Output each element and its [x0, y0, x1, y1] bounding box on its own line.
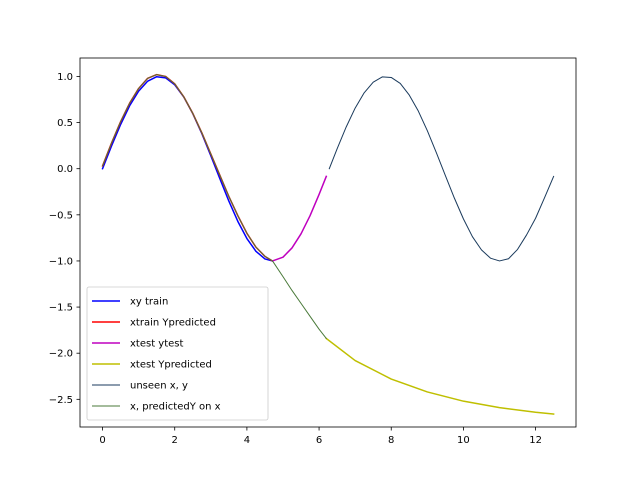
legend-label: xtrain Ypredicted: [130, 318, 216, 329]
x-tick-label: 12: [529, 435, 542, 446]
legend-label: unseen x, y: [130, 381, 188, 392]
x-tick-label: 10: [457, 435, 470, 446]
y-tick-label: 0.0: [57, 164, 73, 175]
x-tick-label: 4: [244, 435, 250, 446]
x-tick-label: 2: [172, 435, 178, 446]
series-line-5: [328, 76, 555, 262]
legend-label: xtest Ypredicted: [130, 360, 212, 371]
legend-label: xtest ytest: [130, 339, 184, 350]
y-tick-label: 0.5: [57, 118, 73, 129]
series-line-4: [325, 337, 555, 415]
y-tick-label: −2.0: [49, 349, 73, 360]
y-tick-label: −1.0: [49, 256, 73, 267]
series-line-3: [271, 175, 328, 262]
y-tick-label: −2.5: [49, 395, 73, 406]
x-tick-label: 0: [99, 435, 105, 446]
series-layer: [101, 73, 555, 415]
y-tick-label: −0.5: [49, 210, 73, 221]
series-line-6: [101, 74, 327, 340]
y-tick-label: −1.5: [49, 303, 73, 314]
legend-label: x, predictedY on x: [130, 402, 221, 413]
y-axis: 1.0 0.5 0.0 −0.5 −1.0 −1.5 −2.0 −2.5: [49, 72, 80, 406]
x-tick-label: 8: [388, 435, 394, 446]
plot-frame: [79, 57, 577, 428]
legend-box: [86, 286, 269, 421]
y-tick-label: 1.0: [57, 72, 73, 83]
x-tick-label: 6: [316, 435, 322, 446]
legend: xy train xtrain Ypredicted xtest ytest xtes…: [86, 286, 269, 421]
x-axis: 0 2 4 6 8 10 12: [99, 427, 542, 446]
legend-label: xy train: [130, 297, 168, 308]
